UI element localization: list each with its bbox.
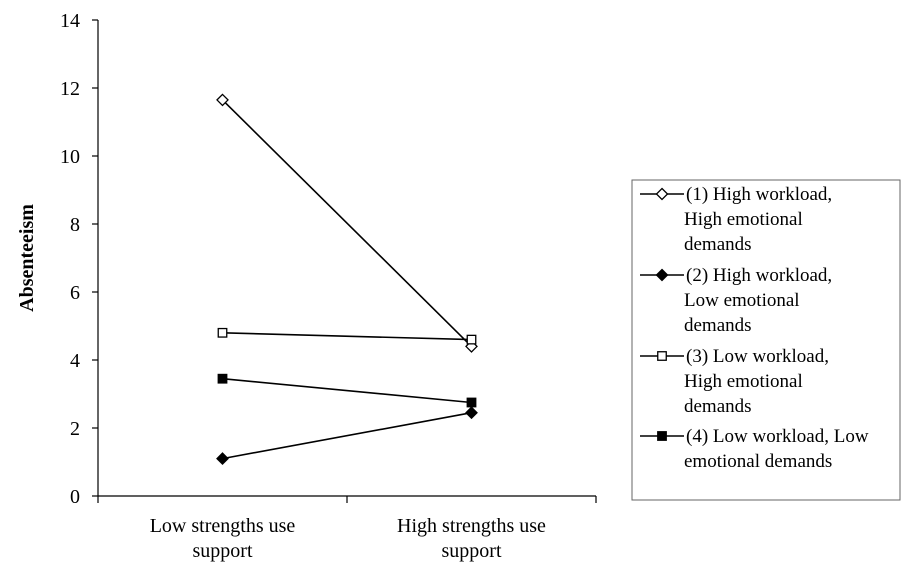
legend-label: (3) Low workload, High emotional demands xyxy=(684,346,829,417)
series-2-point xyxy=(465,406,478,420)
series-1-point xyxy=(216,93,229,107)
y-tick-label: 0 xyxy=(70,486,80,508)
legend-marker xyxy=(655,187,669,201)
legend-label-line: (3) Low workload, xyxy=(686,346,829,367)
y-tick-label: 6 xyxy=(70,282,80,304)
x-category-label: High strengths use support xyxy=(397,515,546,562)
legend: (1) High workload, High emotional demands(… xyxy=(631,179,901,501)
legend-label-line: (2) High workload, xyxy=(686,265,832,286)
legend-label-line: (1) High workload, xyxy=(686,184,832,205)
series-2 xyxy=(216,406,478,466)
legend-label: (1) High workload, High emotional demands xyxy=(684,184,832,255)
x-category-label-line: support xyxy=(442,540,502,562)
y-axis-label-group: Absenteeism xyxy=(16,204,38,312)
legend-label: (2) High workload, Low emotional demands xyxy=(684,265,832,336)
x-category-label: Low strengths use support xyxy=(150,515,296,562)
legend-entry-1: (1) High workload, High emotional demands xyxy=(640,184,832,255)
legend-label-line: demands xyxy=(684,234,752,255)
legend-marker xyxy=(657,351,667,361)
legend-entry-3: (3) Low workload, High emotional demands xyxy=(640,346,829,417)
series-3 xyxy=(217,327,477,345)
legend-entry-2: (2) High workload, Low emotional demands xyxy=(640,265,832,336)
series-4-point xyxy=(217,373,228,384)
y-tick-label: 14 xyxy=(60,10,80,32)
series-3-point xyxy=(466,334,477,345)
series-1 xyxy=(216,93,478,353)
x-category-label-line: High strengths use xyxy=(397,515,546,537)
series-4-point xyxy=(466,397,477,408)
x-category-label-line: support xyxy=(193,540,253,562)
y-tick-label: 12 xyxy=(60,78,80,100)
legend-label-line: demands xyxy=(684,396,752,417)
legend-box xyxy=(631,179,901,501)
legend-label-line: Low emotional xyxy=(684,290,800,311)
legend-label-line: (4) Low workload, Low xyxy=(686,426,869,447)
legend-marker xyxy=(655,268,669,282)
series-1-line xyxy=(221,99,473,347)
x-category-label-line: Low strengths use xyxy=(150,515,296,537)
y-tick-label: 10 xyxy=(60,146,80,168)
legend-label-line: demands xyxy=(684,315,752,336)
legend-label-line: High emotional xyxy=(684,371,803,392)
series-group xyxy=(216,93,478,466)
legend-marker xyxy=(657,431,667,441)
series-4-line xyxy=(222,377,472,404)
series-2-point xyxy=(216,452,229,466)
series-4 xyxy=(217,373,477,408)
y-axis-label: Absenteeism xyxy=(16,204,38,312)
legend-label: (4) Low workload, Low emotional demands xyxy=(684,426,869,472)
series-2-line xyxy=(222,411,472,460)
y-tick-label: 2 xyxy=(70,418,80,440)
legend-entry-4: (4) Low workload, Low emotional demands xyxy=(640,426,869,472)
legend-label-line: High emotional xyxy=(684,209,803,230)
series-3-point xyxy=(217,327,228,338)
legend-label-line: emotional demands xyxy=(684,451,832,472)
y-tick-label: 4 xyxy=(70,350,80,372)
series-3-line xyxy=(222,332,472,341)
y-tick-label: 8 xyxy=(70,214,80,236)
